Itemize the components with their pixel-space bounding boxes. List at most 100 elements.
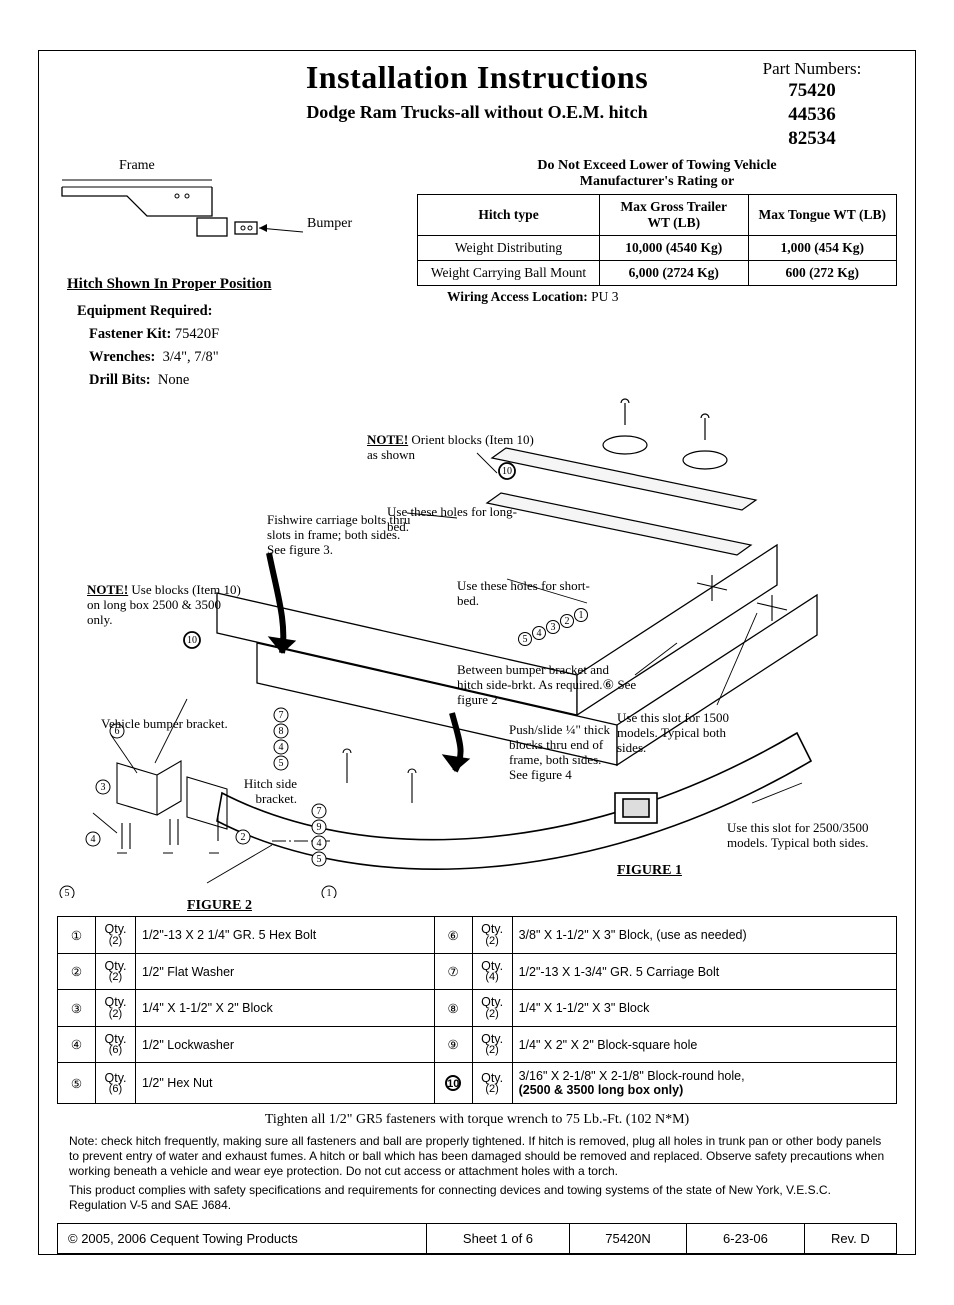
footer-copyright: © 2005, 2006 Cequent Towing Products [58, 1224, 427, 1254]
part-qty-cell: Qty.(2) [96, 953, 136, 990]
rating-cell: 600 (272 Kg) [748, 261, 897, 286]
mid-row: Frame Bumper Hitch [57, 158, 897, 395]
svg-text:4: 4 [279, 742, 284, 753]
part-num-cell: ① [58, 917, 96, 954]
rating-col-max-gross: Max Gross Trailer WT (LB) [600, 195, 748, 236]
rating-cell: Weight Carrying Ball Mount [418, 261, 600, 286]
part-qty-cell: Qty.(2) [472, 990, 512, 1027]
part-num-cell: 10 [434, 1063, 472, 1104]
rating-table: Hitch type Max Gross Trailer WT (LB) Max… [417, 194, 897, 286]
drill-bits-line: Drill Bits: None [89, 372, 397, 389]
callout-between: Between bumper bracket and hitch side-br… [457, 663, 637, 708]
part-num-cell: ⑥ [434, 917, 472, 954]
rating-cell: 6,000 (2724 Kg) [600, 261, 748, 286]
part-desc-cell: 1/2"-13 X 1-3/4" GR. 5 Carriage Bolt [512, 953, 896, 990]
footer-table: © 2005, 2006 Cequent Towing Products She… [57, 1223, 897, 1254]
header: Installation Instructions Dodge Ram Truc… [57, 59, 897, 150]
rating-warning: Do Not Exceed Lower of Towing Vehicle Ma… [417, 158, 897, 190]
part-num-cell: ⑦ [434, 953, 472, 990]
wiring-access-location: Wiring Access Location: PU 3 [447, 289, 897, 305]
parts-table: ① Qty.(2) 1/2"-13 X 2 1/4" GR. 5 Hex Bol… [57, 916, 897, 1104]
figure-2-label: FIGURE 2 [187, 898, 252, 914]
svg-text:5: 5 [279, 758, 284, 769]
wrenches-line: Wrenches: 3/4", 7/8" [89, 349, 397, 366]
part-num-cell: ④ [58, 1026, 96, 1063]
part-desc-cell: 1/4" X 1-1/2" X 3" Block [512, 990, 896, 1027]
footer-sheet: Sheet 1 of 6 [427, 1224, 570, 1254]
frame-sketch: Frame Bumper [57, 158, 397, 308]
rating-cell: 10,000 (4540 Kg) [600, 236, 748, 261]
callout-push-slide: Push/slide ¼" thick blocks thru end of f… [509, 723, 619, 783]
svg-text:5: 5 [65, 888, 70, 898]
frame-svg-icon [57, 172, 317, 282]
safety-note-2: This product complies with safety specif… [69, 1183, 885, 1213]
callout-note-blocks: NOTE! Use blocks (Item 10) on long box 2… [87, 583, 247, 628]
svg-text:7: 7 [279, 710, 284, 721]
page-subtitle: Dodge Ram Trucks-all without O.E.M. hitc… [227, 102, 727, 123]
wrenches-value: 3/4", 7/8" [163, 349, 219, 365]
part-numbers-block: Part Numbers: 75420 44536 82534 [727, 59, 897, 150]
fastener-kit-value: 75420F [175, 326, 219, 342]
svg-text:10: 10 [187, 635, 197, 646]
part-number: 82534 [727, 127, 897, 151]
callout-hitch-side: Hitch side bracket. [217, 777, 297, 807]
part-qty-cell: Qty.(2) [472, 917, 512, 954]
callout-slot-2500: Use this slot for 2500/3500 models. Typi… [727, 821, 877, 851]
part-num-cell: ③ [58, 990, 96, 1027]
footer-rev: Rev. D [804, 1224, 896, 1254]
callout-short-bed: Use these holes for short-bed. [457, 579, 597, 609]
part-qty-cell: Qty.(2) [96, 917, 136, 954]
fastener-kit-line: Fastener Kit: 75420F [89, 326, 397, 343]
svg-text:4: 4 [91, 834, 96, 845]
table-row: ③ Qty.(2) 1/4" X 1-1/2" X 2" Block ⑧ Qty… [58, 990, 897, 1027]
rating-col-max-tongue: Max Tongue WT (LB) [748, 195, 897, 236]
part-qty-cell: Qty.(6) [96, 1026, 136, 1063]
part-num-cell: ⑧ [434, 990, 472, 1027]
svg-text:8: 8 [279, 726, 284, 737]
svg-text:5: 5 [317, 854, 322, 865]
part-desc-cell: 3/8" X 1-1/2" X 3" Block, (use as needed… [512, 917, 896, 954]
table-row: ② Qty.(2) 1/2" Flat Washer ⑦ Qty.(4) 1/2… [58, 953, 897, 990]
svg-text:2: 2 [241, 832, 246, 843]
page-title: Installation Instructions [227, 59, 727, 96]
svg-text:3: 3 [101, 782, 106, 793]
torque-note: Tighten all 1/2" GR5 fasteners with torq… [57, 1112, 897, 1128]
part-qty-cell: Qty.(4) [472, 953, 512, 990]
part-qty-cell: Qty.(2) [472, 1026, 512, 1063]
svg-text:3: 3 [551, 622, 556, 633]
callout-note-orient: NOTE! Orient blocks (Item 10) as shown [367, 433, 547, 463]
document-border: Installation Instructions Dodge Ram Truc… [38, 50, 916, 1255]
figure-1-label: FIGURE 1 [617, 863, 682, 879]
part-desc-cell: 1/2" Hex Nut [136, 1063, 435, 1104]
part-num-cell: ② [58, 953, 96, 990]
part-numbers-label: Part Numbers: [727, 59, 897, 79]
drill-bits-value: None [158, 372, 189, 388]
part-desc-cell: 3/16" X 2-1/8" X 2-1/8" Block-round hole… [512, 1063, 896, 1104]
footer-docnum: 75420N [569, 1224, 686, 1254]
part-qty-cell: Qty.(2) [472, 1063, 512, 1104]
rating-cell: Weight Distributing [418, 236, 600, 261]
callout-long-bed: Use these holes for long-bed. [387, 505, 527, 535]
rating-row: Weight Carrying Ball Mount 6,000 (2724 K… [418, 261, 897, 286]
svg-text:10: 10 [502, 466, 512, 477]
part-number: 44536 [727, 103, 897, 127]
svg-text:5: 5 [523, 634, 528, 645]
part-num-cell: ⑨ [434, 1026, 472, 1063]
part-desc-cell: 1/2" Lockwasher [136, 1026, 435, 1063]
main-diagram: 10 10 6 3 4 5 1 7 8 4 5 7 9 4 5 5 4 3 [57, 393, 897, 898]
part-desc-cell: 1/4" X 1-1/2" X 2" Block [136, 990, 435, 1027]
rating-col-hitch-type: Hitch type [418, 195, 600, 236]
svg-text:7: 7 [317, 806, 322, 817]
svg-text:4: 4 [317, 838, 322, 849]
table-row: ① Qty.(2) 1/2"-13 X 2 1/4" GR. 5 Hex Bol… [58, 917, 897, 954]
part-number: 75420 [727, 79, 897, 103]
part-desc-cell: 1/2" Flat Washer [136, 953, 435, 990]
svg-text:1: 1 [327, 888, 332, 898]
callout-vehicle-bumper: Vehicle bumper bracket. [101, 717, 261, 732]
part-qty-cell: Qty.(2) [96, 990, 136, 1027]
callout-slot-1500: Use this slot for 1500 models. Typical b… [617, 711, 737, 756]
svg-text:2: 2 [565, 616, 570, 627]
part-num-cell: ⑤ [58, 1063, 96, 1104]
part-desc-cell: 1/4" X 2" X 2" Block-square hole [512, 1026, 896, 1063]
svg-text:1: 1 [579, 610, 584, 621]
